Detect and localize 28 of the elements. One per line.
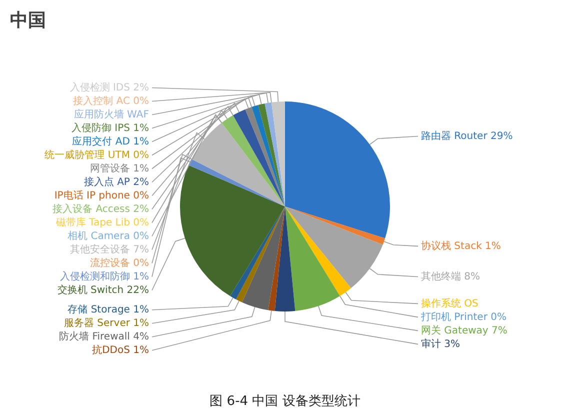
slice-label: 协议栈 Stack 1%	[421, 240, 501, 252]
slice-label: 接入设备 Access 2%	[52, 202, 149, 215]
chart-title: 中国	[10, 9, 46, 32]
category-label: 统一威胁管理 UTM 0%	[44, 150, 149, 161]
slice-label: 入侵检测和防御 1%	[60, 270, 149, 282]
slice-label: 存储 Storage 1%	[68, 303, 149, 316]
slice-label: 应用交付 AD 1%	[72, 135, 149, 148]
slice-label: 接入点 AP 2%	[84, 176, 149, 188]
slice-label: 应用防火墙 WAF	[74, 108, 150, 120]
category-label: 流控设备 0%	[90, 258, 149, 269]
slice-label: 入侵防御 IPS 1%	[71, 122, 149, 134]
category-label: 磁带库 Tape Lib 0%	[56, 217, 149, 228]
slice-label: 抗DDoS 1%	[92, 344, 149, 356]
slice-label: 审计 3%	[421, 338, 460, 350]
slice-label: 网关 Gateway 7%	[421, 324, 508, 336]
caption: 图 6-4 中国 设备类型统计	[208, 393, 362, 410]
category-label: 接入控制 AC 0%	[73, 96, 149, 107]
category-label: 相机 Camera 0%	[68, 230, 149, 242]
category-label: IP电话 IP phone 0%	[54, 190, 149, 202]
slice-label: 其他安全设备 7%	[70, 243, 149, 256]
category-label: 打印机 Printer 0%	[421, 312, 506, 323]
slice-label: 其他终端 8%	[421, 270, 480, 282]
slice-label: 服务器 Server 1%	[64, 316, 149, 329]
slice-label: 网管设备 1%	[90, 162, 149, 174]
slice-label: 防火墙 Firewall 4%	[59, 330, 149, 342]
slice-label: 路由器 Router 29%	[421, 130, 513, 142]
slice-label: 交换机 Switch 22%	[57, 284, 149, 296]
slice-label: 操作系统 OS	[421, 297, 478, 310]
